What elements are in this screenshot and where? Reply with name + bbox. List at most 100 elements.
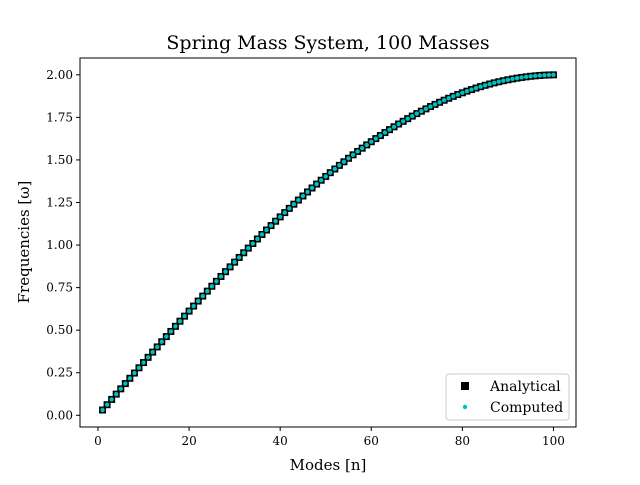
chart-title: Spring Mass System, 100 Masses <box>166 32 489 54</box>
computed-point <box>305 189 310 195</box>
computed-point <box>277 214 283 220</box>
computed-point <box>136 365 142 370</box>
computed-point <box>492 80 497 86</box>
y-tick-label: 0.50 <box>46 323 73 337</box>
computed-point <box>173 324 178 329</box>
computed-point <box>104 402 110 407</box>
legend-computed-marker <box>462 404 468 410</box>
computed-point <box>455 92 461 97</box>
computed-point <box>314 181 319 187</box>
computed-point <box>510 76 515 82</box>
computed-point <box>341 159 347 164</box>
computed-point <box>214 279 219 284</box>
x-tick-label: 80 <box>455 434 470 448</box>
computed-point <box>287 206 292 211</box>
computed-point <box>469 87 474 92</box>
computed-point <box>227 264 233 270</box>
computed-point <box>168 329 174 334</box>
legend: Analytical Computed <box>445 373 570 421</box>
y-tick-label: 0.25 <box>46 366 73 380</box>
computed-point <box>432 102 438 107</box>
computed-point <box>359 145 365 151</box>
computed-point <box>250 241 256 246</box>
legend-computed-label: Computed <box>490 400 563 416</box>
computed-point <box>109 397 114 402</box>
computed-point <box>437 100 442 105</box>
computed-point <box>533 73 538 79</box>
computed-point <box>514 75 520 81</box>
computed-point <box>419 108 424 114</box>
x-tick-label: 40 <box>273 434 288 448</box>
computed-point <box>346 156 351 161</box>
computed-point <box>464 88 470 94</box>
computed-point <box>369 139 374 144</box>
computed-point <box>496 79 501 84</box>
computed-point <box>164 334 169 339</box>
computed-point <box>487 81 492 87</box>
x-tick-label: 20 <box>181 434 196 448</box>
computed-point <box>182 313 187 319</box>
computed-point <box>232 259 237 265</box>
y-tick-label: 1.00 <box>46 238 73 252</box>
computed-point <box>546 72 552 78</box>
computed-point <box>141 360 146 365</box>
computed-point <box>273 219 278 224</box>
x-axis: 0 20 40 60 80 100 <box>94 427 565 448</box>
computed-point <box>268 223 274 228</box>
computed-point <box>300 193 306 199</box>
computed-point <box>441 98 447 103</box>
computed-point <box>155 344 160 350</box>
computed-point <box>177 319 183 324</box>
computed-point <box>428 104 433 109</box>
x-tick-label: 0 <box>94 434 102 448</box>
plot-frame <box>79 57 577 428</box>
computed-point <box>405 116 410 121</box>
computed-point <box>191 303 196 309</box>
legend-analytical-label: Analytical <box>489 379 561 395</box>
computed-point <box>150 349 155 355</box>
computed-point <box>195 298 201 304</box>
computed-point <box>410 113 415 119</box>
computed-point <box>501 78 506 83</box>
computed-point <box>328 170 333 175</box>
x-tick-label: 100 <box>542 434 565 448</box>
computed-point <box>309 185 315 191</box>
computed-point <box>282 210 287 215</box>
y-axis-label: Frequencies [ω] <box>15 181 33 304</box>
computed-point <box>114 391 119 397</box>
y-tick-label: 1.25 <box>46 195 73 209</box>
computed-point <box>446 96 451 101</box>
computed-point <box>482 83 488 88</box>
computed-point <box>323 174 328 179</box>
computed-point <box>205 288 210 294</box>
x-axis-label: Modes [n] <box>290 456 367 474</box>
computed-point <box>400 119 406 124</box>
x-tick-label: 60 <box>364 434 379 448</box>
computed-point <box>378 133 383 138</box>
computed-point <box>236 255 242 260</box>
computed-point <box>100 407 105 413</box>
plot-area <box>79 57 577 428</box>
computed-point <box>551 72 556 78</box>
computed-point <box>364 142 369 148</box>
computed-point <box>291 201 297 207</box>
computed-point <box>350 152 356 158</box>
y-axis: 0.00 0.25 0.50 0.75 1.00 1.25 1.50 1.75 2.00 <box>46 68 80 422</box>
computed-point <box>542 72 547 78</box>
computed-point <box>296 197 301 203</box>
y-tick-label: 1.75 <box>46 110 73 124</box>
computed-point <box>264 227 269 233</box>
computed-point <box>241 250 246 255</box>
legend-analytical-marker <box>461 382 469 390</box>
computed-point <box>223 269 228 274</box>
computed-point <box>423 106 429 112</box>
y-tick-label: 0.75 <box>46 281 73 295</box>
computed-point <box>159 339 164 344</box>
legend-box <box>445 373 570 421</box>
computed-point <box>373 136 379 141</box>
computed-point <box>505 77 511 82</box>
computed-point <box>519 75 524 80</box>
computed-point <box>537 73 542 78</box>
computed-point <box>200 293 205 299</box>
